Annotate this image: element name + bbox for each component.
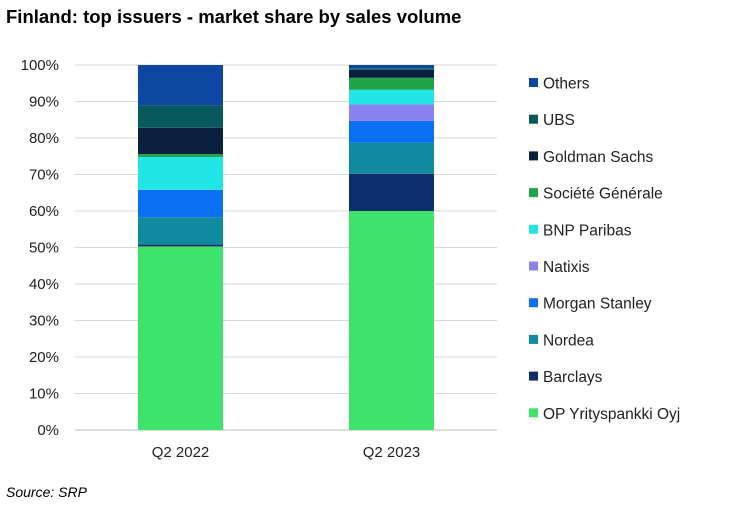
legend-swatch xyxy=(529,334,538,344)
legend-swatch xyxy=(529,298,538,308)
legend-swatch xyxy=(529,408,538,418)
y-tick-label: 40% xyxy=(29,276,59,293)
bar-segment xyxy=(349,89,434,105)
y-tick-label: 90% xyxy=(29,94,59,111)
y-tick-label: 20% xyxy=(29,349,59,366)
bar-segment xyxy=(138,105,223,128)
chart-title: Finland: top issuers - market share by s… xyxy=(6,6,462,27)
legend-swatch xyxy=(529,114,538,124)
bar-segment xyxy=(138,217,223,245)
y-tick-label: 10% xyxy=(29,386,59,403)
y-tick-label: 80% xyxy=(29,130,59,147)
y-tick-label: 100% xyxy=(21,57,59,74)
bar-segment xyxy=(349,211,434,430)
bar-segment xyxy=(138,154,223,157)
x-tick-label: Q2 2022 xyxy=(152,444,210,461)
legend-label: Goldman Sachs xyxy=(543,149,654,166)
stacked-bar-chart: 0% 10% 20% 30% 40% 50% 60% 70% 80% 90% 100% Q2 202… xyxy=(21,57,681,461)
legend-label: UBS xyxy=(543,112,575,129)
y-tick-label: 70% xyxy=(29,167,59,184)
y-tick-label: 50% xyxy=(29,240,59,257)
x-axis: Q2 2022 Q2 2023 xyxy=(152,444,421,461)
legend-label: Société Générale xyxy=(543,186,663,203)
bar-segment xyxy=(138,65,223,106)
bar-segment xyxy=(349,77,434,90)
y-axis-ticks: 0% 10% 20% 30% 40% 50% 60% 70% 80% 90% 100% xyxy=(21,57,59,439)
legend-swatch xyxy=(529,151,538,161)
bar-segment xyxy=(349,69,434,78)
legend-swatch xyxy=(529,261,538,271)
legend-label: Others xyxy=(543,76,590,93)
bar-segment xyxy=(138,189,223,218)
legend-label: OP Yrityspankki Oyj xyxy=(543,406,680,423)
bar-segment xyxy=(138,244,223,247)
y-tick-label: 30% xyxy=(29,313,59,330)
legend-label: Morgan Stanley xyxy=(543,296,652,313)
bars xyxy=(138,65,434,430)
bar-segment xyxy=(349,65,434,69)
y-tick-label: 60% xyxy=(29,203,59,220)
bar-segment xyxy=(349,120,434,143)
bar-segment xyxy=(349,68,434,70)
legend-label: Nordea xyxy=(543,332,594,349)
legend-swatch xyxy=(529,78,538,87)
legend-swatch xyxy=(529,224,538,234)
bar-segment xyxy=(138,156,223,190)
legend-swatch xyxy=(529,371,538,381)
bar-segment xyxy=(349,104,434,121)
legend-swatch xyxy=(529,188,538,198)
bar-segment xyxy=(349,173,434,211)
legend-label: Barclays xyxy=(543,369,603,386)
bar-segment xyxy=(138,246,223,430)
legend-label: BNP Paribas xyxy=(543,222,632,239)
legend-label: Natixis xyxy=(543,259,590,276)
y-tick-label: 0% xyxy=(37,422,59,439)
source-note: Source: SRP xyxy=(6,484,87,500)
bar-segment xyxy=(349,142,434,174)
bar-segment xyxy=(138,127,223,155)
x-tick-label: Q2 2023 xyxy=(363,444,421,461)
legend: Others UBS Goldman Sachs Société Générale BN… xyxy=(529,76,680,423)
